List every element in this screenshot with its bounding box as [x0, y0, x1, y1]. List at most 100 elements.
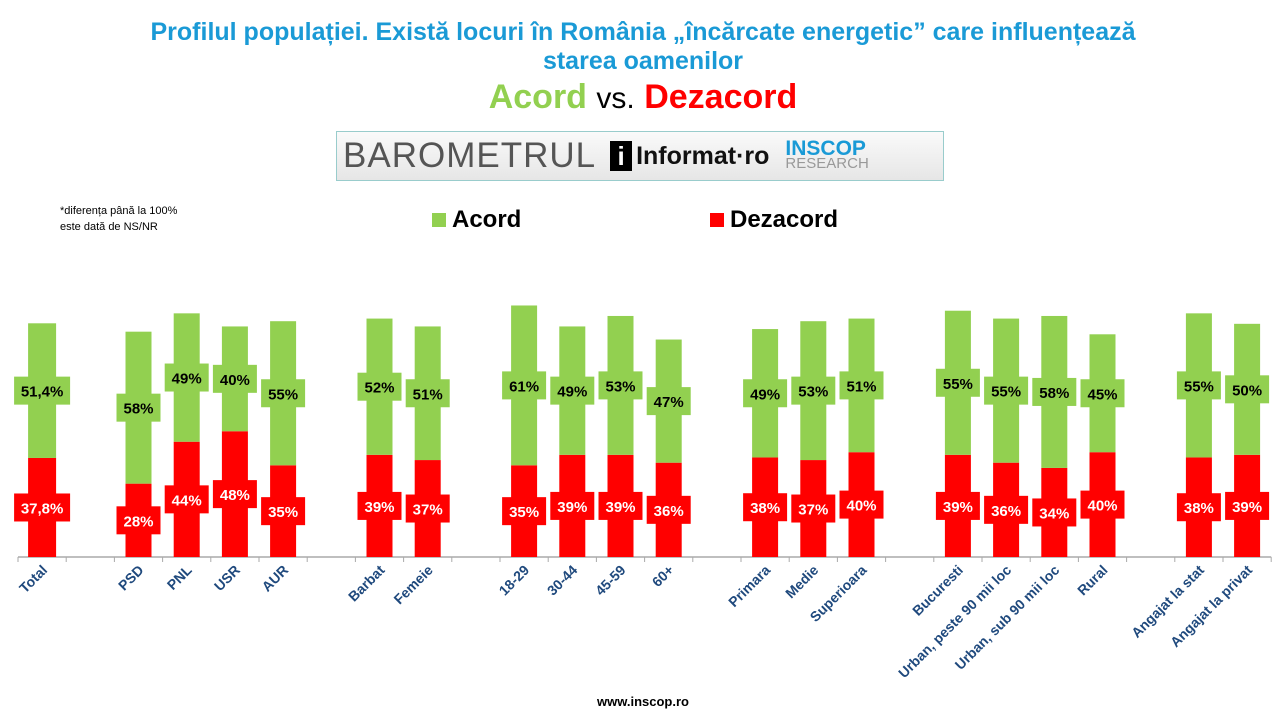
- data-label: 58%: [123, 401, 153, 418]
- data-label: 49%: [172, 371, 202, 388]
- data-label: 51%: [413, 386, 443, 403]
- data-label-box: [1080, 490, 1125, 519]
- logo-barometrul: BAROMETRUL: [343, 136, 597, 175]
- data-label: 35%: [268, 504, 298, 521]
- data-label: 38%: [1184, 500, 1214, 517]
- data-label-box: [743, 493, 788, 522]
- subtitle-vs: vs.: [596, 82, 635, 115]
- logo-informat: Informat·ro: [636, 141, 770, 170]
- logo-inscop-text: INSCOP: [785, 137, 866, 160]
- data-label: 36%: [654, 503, 684, 520]
- data-label-box: [839, 371, 884, 400]
- data-label: 50%: [1232, 382, 1262, 399]
- footnote-line-1: *diferența până la 100%: [60, 205, 178, 217]
- data-label-box: [1032, 377, 1077, 406]
- data-label: 39%: [943, 499, 973, 516]
- data-label-box: [791, 494, 836, 523]
- informat-icon: i: [610, 141, 633, 171]
- subtitle-agree: Acord: [488, 78, 587, 116]
- data-label: 40%: [846, 498, 876, 515]
- data-label: 28%: [123, 513, 153, 530]
- data-label-box: [116, 393, 161, 422]
- data-label-box: [164, 363, 209, 392]
- data-label: 35%: [509, 504, 539, 521]
- data-label: 40%: [1087, 498, 1117, 515]
- data-label-box: [116, 506, 161, 535]
- legend-agree: Acord: [432, 206, 521, 234]
- data-label-box: [550, 491, 595, 520]
- footer-url: www.inscop.ro: [597, 694, 689, 709]
- data-label-box: [1176, 493, 1221, 522]
- category-label: 30-44: [544, 562, 581, 599]
- data-label-box: [598, 371, 643, 400]
- data-label: 49%: [750, 386, 780, 403]
- legend-swatch-disagree: [710, 213, 724, 227]
- data-label: 48%: [220, 487, 250, 504]
- data-label-box: [212, 480, 257, 509]
- title-line-1: Profilul populației. Există locuri în Ro…: [150, 18, 1136, 46]
- data-label-box: [646, 495, 691, 524]
- data-label-box: [791, 376, 836, 405]
- data-label-box: [502, 371, 547, 400]
- data-label: 61%: [509, 378, 539, 395]
- category-label: Primara: [725, 562, 773, 610]
- legend-label-disagree: Dezacord: [730, 206, 839, 233]
- data-label: 53%: [605, 378, 635, 395]
- category-label: AUR: [258, 562, 291, 595]
- data-label-box: [1225, 375, 1270, 404]
- category-label: Rural: [1074, 562, 1111, 599]
- data-label: 51,4%: [21, 384, 64, 401]
- data-label: 45%: [1087, 386, 1117, 403]
- category-label: USR: [211, 562, 243, 594]
- data-label-box: [743, 379, 788, 408]
- footnote-line-2: este dată de NS/NR: [60, 221, 158, 233]
- legend-swatch-agree: [432, 213, 446, 227]
- data-label: 52%: [364, 380, 394, 397]
- legend-label-agree: Acord: [452, 206, 522, 233]
- category-label: Femeie: [390, 562, 436, 608]
- data-label: 39%: [557, 499, 587, 516]
- data-label-box: [405, 494, 450, 523]
- data-label: 37,8%: [21, 500, 64, 517]
- data-label-box: [212, 364, 257, 393]
- logo-inscop: INSCOP RESEARCH: [785, 137, 869, 172]
- category-label: 18-29: [496, 562, 533, 599]
- data-label: 55%: [943, 376, 973, 393]
- logo-research-text: RESEARCH: [785, 155, 869, 172]
- data-label-box: [1176, 371, 1221, 400]
- category-label: PSD: [115, 562, 147, 594]
- data-label: 38%: [750, 500, 780, 517]
- data-label: 36%: [991, 503, 1021, 520]
- category-label: Medie: [782, 562, 822, 602]
- category-label: 60+: [649, 562, 677, 590]
- data-label: 49%: [557, 384, 587, 401]
- category-label: Barbat: [345, 562, 388, 605]
- data-label: 51%: [846, 378, 876, 395]
- data-label-box: [357, 491, 402, 520]
- data-label: 55%: [991, 384, 1021, 401]
- data-label-box: [984, 495, 1029, 524]
- data-label-box: [984, 376, 1029, 405]
- subtitle-disagree: Dezacord: [644, 78, 798, 116]
- data-label-box: [405, 379, 450, 408]
- data-label: 44%: [172, 492, 202, 509]
- title-line-2: starea oamenilor: [542, 47, 744, 75]
- data-label-box: [14, 376, 71, 405]
- data-label-box: [261, 379, 306, 408]
- data-label-box: [839, 490, 884, 519]
- subtitle: Acord vs. Dezacord: [0, 78, 1286, 117]
- data-label-box: [550, 376, 595, 405]
- data-label: 55%: [268, 386, 298, 403]
- data-label-box: [502, 497, 547, 526]
- data-label: 55%: [1184, 378, 1214, 395]
- data-label-box: [357, 372, 402, 401]
- data-label-box: [935, 368, 980, 397]
- data-label: 40%: [220, 372, 250, 389]
- data-label-box: [1032, 498, 1077, 527]
- data-label: 39%: [1232, 499, 1262, 516]
- data-label: 34%: [1039, 505, 1069, 522]
- data-label-box: [1080, 379, 1125, 408]
- data-label-box: [935, 491, 980, 520]
- barometer-logo: BAROMETRUL i Informat·ro INSCOP RESEARCH: [336, 131, 944, 181]
- data-label: 37%: [413, 502, 443, 519]
